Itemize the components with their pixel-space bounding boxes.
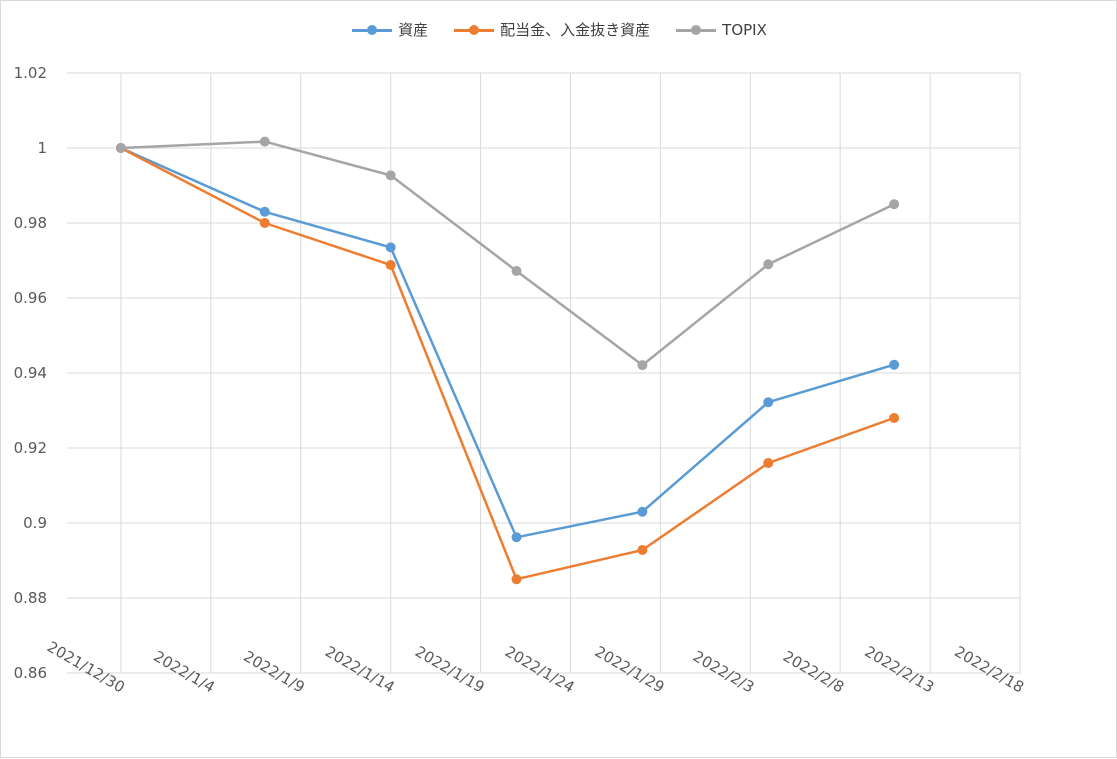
x-tick-label: 2022/1/14 [322, 642, 398, 696]
data-point-series-2 [763, 458, 774, 468]
x-tick-label: 2022/1/4 [151, 647, 218, 696]
data-point-series-3 [763, 259, 774, 270]
y-tick-label: 1 [37, 139, 47, 157]
y-tick-label: 0.98 [14, 214, 47, 232]
data-point-series-1 [259, 206, 270, 217]
legend-marker-icon [454, 24, 495, 36]
x-tick-label: 2021/12/30 [44, 638, 128, 697]
x-tick-label: 2022/2/3 [690, 647, 757, 696]
y-tick-label: 0.88 [14, 589, 47, 607]
legend-marker-icon [676, 24, 717, 36]
x-tick-label: 2022/2/8 [780, 647, 847, 696]
data-point-series-3 [889, 199, 900, 210]
x-tick-label: 2022/2/13 [861, 642, 937, 696]
data-point-series-2 [637, 545, 648, 555]
data-point-series-2 [511, 574, 522, 585]
legend-item-series-2[interactable]: 配当金、入金抜き資産 [454, 19, 650, 40]
x-tick-label: 2022/1/19 [412, 642, 488, 696]
legend-label: 配当金、入金抜き資産 [500, 21, 651, 39]
legend-marker-icon [352, 24, 393, 36]
y-tick-label: 0.9 [23, 514, 47, 532]
x-tick-label: 2022/2/18 [951, 642, 1027, 696]
y-tick-label: 0.96 [14, 289, 47, 307]
series-line-1 [120, 146, 895, 539]
legend-item-series-3[interactable]: TOPIX [676, 19, 767, 40]
data-point-series-1 [637, 506, 648, 517]
x-tick-label: 2022/1/9 [240, 647, 307, 696]
data-point-series-1 [511, 532, 522, 543]
data-point-series-2 [259, 218, 270, 228]
data-point-series-3 [385, 170, 396, 181]
y-tick-label: 0.86 [14, 664, 47, 682]
data-point-series-2 [385, 260, 396, 270]
series-line-3 [120, 140, 895, 367]
y-tick-label: 0.94 [14, 364, 47, 382]
legend: 資産 配当金、入金抜き資産 TOPIX [1, 19, 1117, 40]
data-point-series-3 [511, 266, 522, 276]
data-point-series-1 [889, 359, 900, 370]
legend-item-series-1[interactable]: 資産 [352, 19, 428, 40]
data-point-series-3 [637, 360, 648, 371]
x-tick-label: 2022/1/24 [502, 642, 578, 696]
data-point-series-3 [259, 136, 270, 147]
data-point-series-2 [889, 413, 900, 423]
y-tick-label: 1.02 [14, 64, 47, 82]
x-tick-label: 2022/1/29 [592, 642, 668, 696]
data-point-series-1 [385, 242, 396, 253]
data-point-series-3 [115, 143, 126, 153]
legend-label: TOPIX [722, 20, 767, 39]
y-tick-label: 0.92 [14, 439, 47, 457]
legend-label: 資産 [398, 21, 429, 39]
data-point-series-1 [763, 397, 774, 408]
